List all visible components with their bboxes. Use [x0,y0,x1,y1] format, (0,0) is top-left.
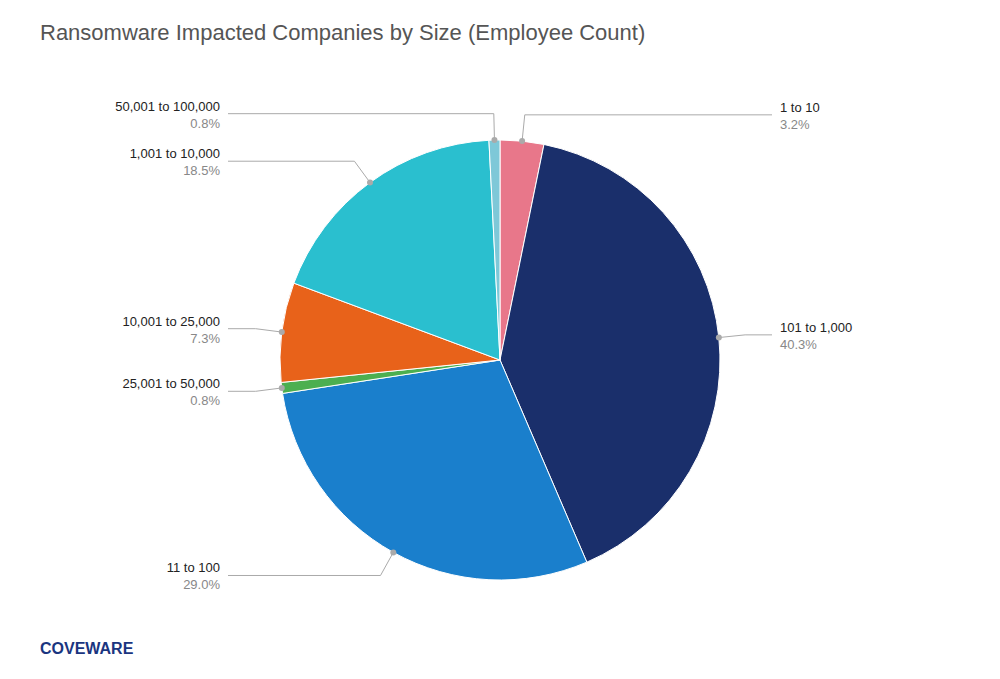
data-label: 3.2% [780,117,810,132]
slice-label: 10,001 to 25,000 [122,314,220,329]
chart: Ransomware Impacted Companies by Size (E… [0,0,1000,679]
title: Ransomware Impacted Companies by Size (E… [40,20,645,45]
slice-label: 25,001 to 50,000 [122,376,220,391]
slice-label: 101 to 1,000 [780,320,852,335]
data-label: 40.3% [780,337,817,352]
annotation: COVEWARE [40,640,134,657]
slice-label: 1,001 to 10,000 [130,146,220,161]
leader-dot [716,335,722,341]
slice-label: 11 to 100 [167,560,220,575]
leader-line [719,335,772,338]
leader-dot [390,549,396,555]
data-label: 0.8% [190,116,220,131]
leader-line [522,115,772,141]
slice-label: 50,001 to 100,000 [115,99,220,114]
leader-line [228,388,282,391]
labels: 1 to 10 3.2% 101 to 1,000 40.3% 11 to 100 29.… [115,99,852,593]
leader-line [228,552,393,575]
leader-line [228,329,282,332]
pie [280,140,720,580]
slice [283,360,587,580]
data-label: 29.0% [183,577,220,592]
leader-dot [279,329,285,335]
data-label: 0.8% [190,393,220,408]
slice [489,140,500,360]
slice-label: 1 to 10 [780,100,820,115]
leader-dot [519,138,525,144]
data-label: 7.3% [190,331,220,346]
data-label: 18.5% [183,163,220,178]
slice [294,140,500,360]
leader-line [228,114,494,140]
leader-dot [491,137,497,143]
leader-dot [279,385,285,391]
leader-dot [367,180,373,186]
leader-line [228,161,370,182]
